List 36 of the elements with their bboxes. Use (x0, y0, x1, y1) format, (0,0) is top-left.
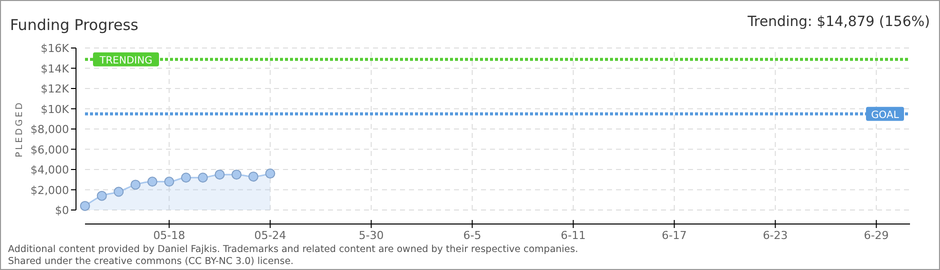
x-tick-label: 6-29 (864, 229, 889, 242)
point (265, 168, 276, 179)
x-tick-label: 6-23 (762, 229, 788, 242)
point (114, 186, 124, 197)
text: Additional content provided by Daniel Fajkis. Trademarks and related content are owned by their respective companies. (8, 244, 578, 255)
point (130, 180, 141, 190)
x-tick-label: 05-18 (153, 229, 186, 242)
y-axis-title: PLEDGED (15, 100, 25, 158)
y-tick-label: $4,000 (30, 164, 69, 176)
ref-line-label: GOAL (871, 110, 900, 121)
y-tick-label: $14K (40, 62, 70, 76)
x-tick-label: 5-30 (358, 229, 384, 242)
y-tick-label: $8,000 (30, 123, 69, 136)
chart-subtitle: Trending: $14,879 (156%) (746, 14, 930, 30)
x-tick-label: 6-11 (560, 229, 586, 242)
text: Shared under the creative commons (CC BY-NC 3.0) license. (8, 256, 294, 267)
y-tick-label: $10K (40, 102, 70, 116)
y-tick-label: $6,000 (30, 143, 69, 156)
y-tick-label: $16K (40, 42, 70, 55)
point (80, 200, 90, 211)
point (232, 170, 242, 180)
y-tick-label: $0 (55, 204, 69, 217)
point (198, 172, 208, 183)
x-tick-label: 05-24 (254, 229, 286, 242)
y-tick-label: $2,000 (30, 184, 69, 197)
ref-line-label: TRENDING (98, 55, 152, 66)
point (214, 170, 225, 180)
point (248, 172, 258, 182)
point (181, 172, 192, 183)
point (147, 176, 158, 187)
chart-title: Funding Progress (10, 16, 139, 34)
x-tick-label: 6-17 (662, 229, 687, 242)
point (96, 190, 107, 201)
point (164, 176, 174, 187)
y-tick-label: $12K (40, 82, 70, 96)
x-tick-label: 6-5 (463, 229, 482, 242)
